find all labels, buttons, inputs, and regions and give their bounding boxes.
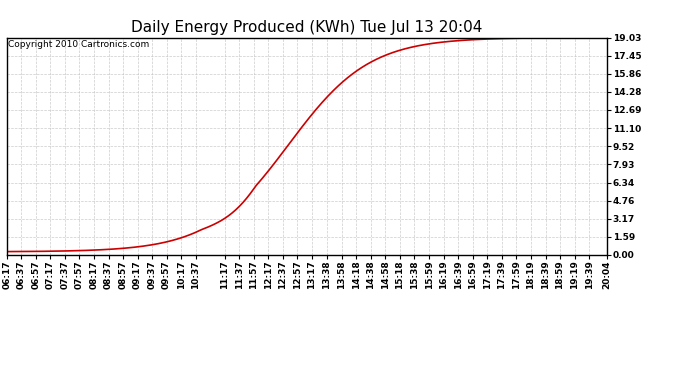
Title: Daily Energy Produced (KWh) Tue Jul 13 20:04: Daily Energy Produced (KWh) Tue Jul 13 2… <box>131 20 483 35</box>
Text: Copyright 2010 Cartronics.com: Copyright 2010 Cartronics.com <box>8 40 149 49</box>
